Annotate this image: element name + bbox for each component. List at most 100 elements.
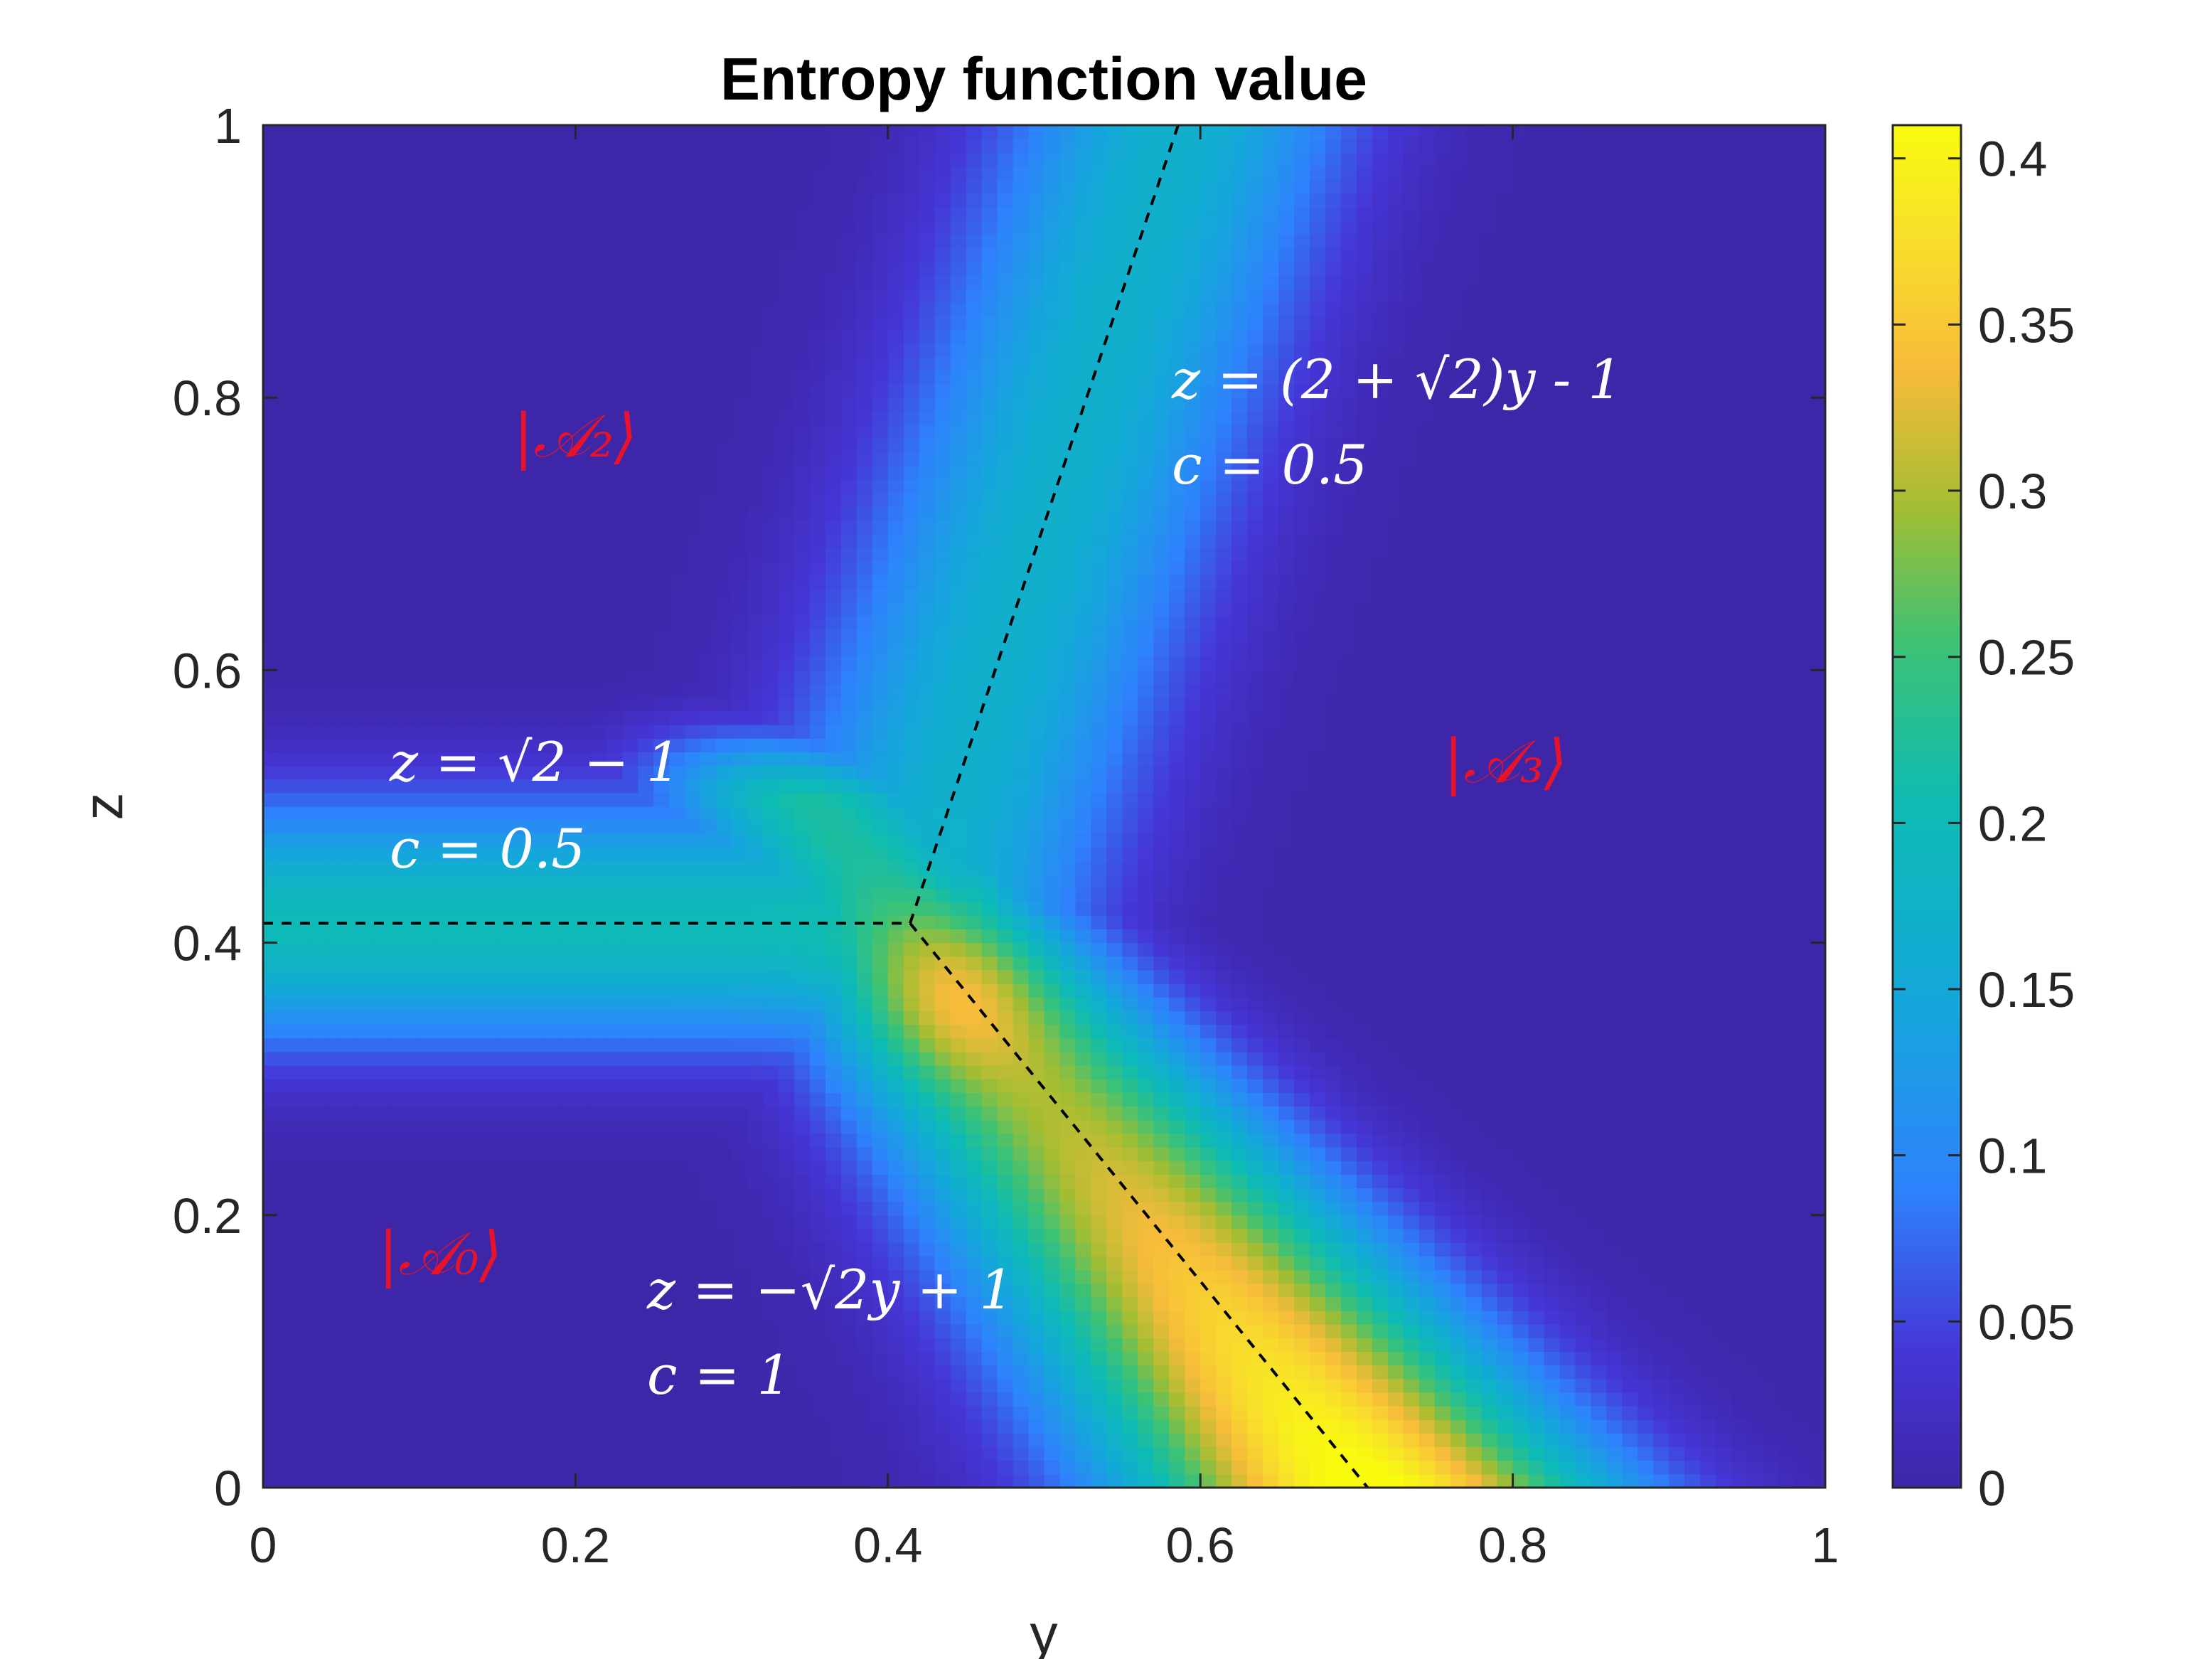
heatmap-cell (528, 452, 545, 466)
heatmap-cell (591, 166, 607, 181)
heatmap-cell (1013, 860, 1030, 875)
heatmap-cell (591, 370, 607, 385)
heatmap-cell (840, 1188, 857, 1202)
heatmap-cell (560, 902, 576, 916)
heatmap-cell (840, 370, 857, 385)
heatmap-cell (1028, 1201, 1045, 1216)
heatmap-cell (794, 983, 811, 998)
heatmap-cell (763, 247, 779, 262)
heatmap-cell (779, 643, 795, 657)
heatmap-cell (653, 1188, 670, 1202)
heatmap-cell (575, 466, 592, 480)
heatmap-cell (763, 615, 779, 630)
heatmap-cell (997, 411, 1014, 426)
heatmap-cell (685, 656, 701, 671)
heatmap-cell (903, 1242, 920, 1257)
heatmap-cell (887, 356, 904, 371)
heatmap-cell (887, 670, 904, 685)
heatmap-cell (903, 1460, 920, 1475)
heatmap-cell (966, 1406, 983, 1420)
heatmap-cell (309, 969, 326, 984)
heatmap-cell (809, 1473, 826, 1488)
heatmap-cell (716, 533, 732, 548)
heatmap-cell (638, 1283, 654, 1298)
heatmap-cell (934, 1119, 951, 1134)
heatmap-cell (669, 1079, 685, 1093)
heatmap-cell (653, 1065, 670, 1079)
heatmap-cell (809, 1106, 826, 1121)
heatmap-cell (779, 779, 795, 794)
heatmap-cell (497, 179, 514, 194)
heatmap-cell (356, 752, 373, 767)
heatmap-cell (747, 997, 764, 1011)
heatmap-cell (263, 1392, 279, 1407)
heatmap-cell (528, 1065, 545, 1079)
heatmap-cell (388, 725, 405, 739)
heatmap-cell (309, 220, 326, 235)
heatmap-cell (544, 438, 561, 453)
heatmap-cell (825, 860, 842, 875)
heatmap-cell (309, 316, 326, 330)
heatmap-cell (1028, 438, 1045, 453)
heatmap-cell (638, 1228, 654, 1243)
heatmap-cell (309, 234, 326, 249)
heatmap-cell (809, 615, 826, 630)
heatmap-cell (856, 152, 873, 167)
heatmap-cell (809, 1147, 826, 1161)
heatmap-cell (481, 1201, 498, 1216)
heatmap-cell (747, 1119, 764, 1134)
heatmap-cell (388, 1215, 405, 1229)
heatmap-cell (450, 1188, 467, 1202)
heatmap-cell (747, 384, 764, 398)
heatmap-cell (325, 1147, 342, 1161)
heatmap-cell (325, 697, 342, 712)
heatmap-cell (809, 602, 826, 617)
heatmap-cell (372, 1338, 389, 1352)
heatmap-cell (388, 398, 405, 412)
heatmap-cell (856, 1242, 873, 1257)
heatmap-cell (481, 329, 498, 344)
heatmap-cell (716, 274, 732, 289)
heatmap-cell (732, 411, 748, 426)
heatmap-cell (263, 547, 279, 562)
heatmap-cell (934, 1378, 951, 1393)
heatmap-cell (497, 139, 514, 153)
heatmap-cell (856, 1215, 873, 1229)
heatmap-cell (825, 1378, 842, 1393)
heatmap-cell (434, 1338, 452, 1352)
heatmap-cell (887, 1010, 904, 1025)
heatmap-cell (560, 1392, 576, 1407)
heatmap-cell (1028, 274, 1045, 289)
heatmap-cell (1013, 697, 1030, 712)
heatmap-cell (434, 125, 452, 139)
heatmap-cell (856, 575, 873, 590)
heatmap-cell (856, 929, 873, 944)
heatmap-cell (700, 1419, 717, 1434)
heatmap-cell (513, 956, 530, 971)
heatmap-cell (716, 806, 732, 821)
heatmap-cell (372, 261, 389, 276)
heatmap-cell (325, 274, 342, 289)
heatmap-cell (278, 1201, 295, 1216)
heatmap-cell (685, 1010, 701, 1025)
heatmap-cell (560, 125, 576, 139)
heatmap-cell (1028, 629, 1045, 644)
heatmap-cell (544, 779, 561, 794)
heatmap-cell (700, 125, 717, 139)
heatmap-cell (887, 1406, 904, 1420)
heatmap-cell (544, 1269, 561, 1284)
heatmap-cell (544, 152, 561, 167)
heatmap-cell (544, 452, 561, 466)
heatmap-cell (356, 615, 373, 630)
heatmap-cell (840, 1433, 857, 1448)
heatmap-cell (1028, 1188, 1045, 1202)
heatmap-cell (325, 983, 342, 998)
heatmap-cell (997, 1201, 1014, 1216)
heatmap-cell (263, 874, 279, 889)
heatmap-cell (403, 1215, 420, 1229)
heatmap-cell (779, 452, 795, 466)
heatmap-cell (466, 425, 483, 439)
heatmap-cell (341, 1378, 358, 1393)
heatmap-cell (341, 274, 358, 289)
heatmap-cell (747, 615, 764, 630)
